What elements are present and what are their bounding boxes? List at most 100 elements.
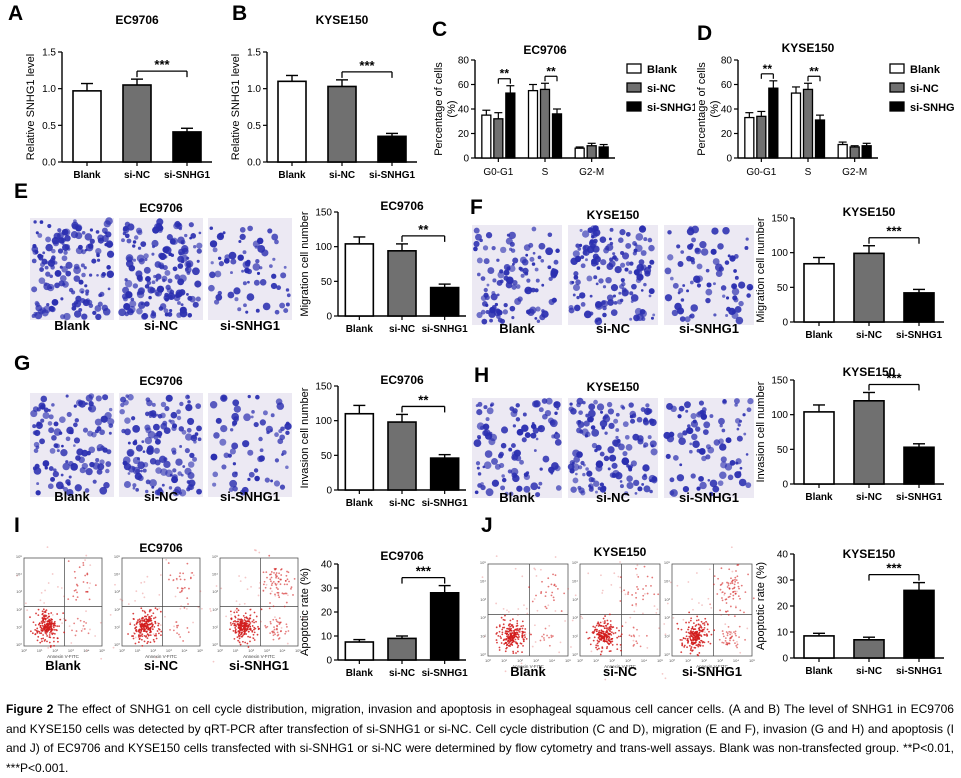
stained-cell (588, 403, 596, 411)
chart-c-ylabel-unit: (%) (446, 100, 458, 117)
flow-event (554, 556, 557, 558)
micrograph-e-si-nc (118, 218, 203, 320)
flow-event (251, 620, 254, 623)
flow-event (731, 570, 734, 573)
stained-cell (583, 310, 592, 319)
flow-event (52, 624, 55, 627)
stained-cell (489, 307, 495, 312)
flow-event (736, 575, 739, 578)
stained-cell (612, 255, 617, 260)
stained-cell (132, 240, 137, 244)
stained-cell (480, 484, 486, 491)
flow-event (43, 614, 46, 617)
flow-event (694, 641, 697, 643)
stained-cell (242, 440, 250, 448)
micrograph-f-si-nc (568, 225, 658, 326)
stained-cell (509, 305, 516, 312)
flow-event (687, 628, 689, 631)
flow-event (159, 574, 162, 576)
flow-event (192, 574, 195, 577)
flow-event (209, 607, 212, 610)
stained-cell (192, 301, 199, 308)
stained-cell (32, 424, 37, 429)
stained-cell (745, 482, 752, 489)
flow-event (74, 589, 77, 591)
flow-event (530, 633, 532, 636)
flow-event (40, 637, 43, 640)
legend-swatch-c-si-nc (626, 82, 642, 93)
flow-event (70, 642, 73, 644)
flow-event (495, 633, 498, 635)
flow-event (698, 631, 701, 634)
flow-event (141, 619, 144, 622)
stained-cell (177, 255, 185, 263)
flow-event (141, 644, 144, 647)
stained-cell (286, 293, 291, 298)
flow-event (608, 637, 610, 640)
stained-cell (521, 424, 529, 432)
flow-event (505, 647, 508, 650)
stained-cell (267, 228, 273, 234)
flow-event (605, 636, 608, 639)
flow-event (619, 576, 622, 579)
flow-event (697, 619, 700, 621)
stained-cell (609, 257, 614, 262)
flow-event (503, 626, 506, 629)
flow-event (94, 635, 97, 637)
flow-event (280, 574, 283, 576)
flow-event (680, 628, 683, 631)
stained-cell (35, 490, 41, 496)
flow-event (619, 561, 621, 563)
flow-event (693, 634, 696, 637)
flow-ytick-label: 10¹ (114, 624, 120, 629)
flow-event (141, 617, 143, 620)
flow-event (688, 611, 691, 614)
flow-event (285, 592, 288, 595)
stained-cell (625, 242, 632, 249)
chart-h-xtick-label: si-NC (856, 492, 882, 503)
stained-cell (648, 288, 655, 295)
stained-cell (485, 488, 494, 497)
stained-cell (259, 278, 267, 286)
flow-event (45, 609, 48, 611)
flow-event (639, 645, 642, 648)
chart-d-xtick-label: S (805, 167, 812, 178)
stained-cell (630, 460, 637, 467)
flow-event (513, 629, 516, 632)
stained-cell (583, 245, 587, 250)
micrograph-f-background (568, 225, 658, 325)
flow-plot-frame (23, 557, 103, 647)
flow-event (215, 585, 218, 587)
legend-label-c-si-snhg1: si-SNHG1 (647, 102, 695, 114)
stained-cell (194, 432, 199, 436)
flow-event (736, 643, 739, 646)
flow-event (510, 625, 513, 627)
stained-cell (270, 429, 273, 432)
stained-cell (610, 284, 619, 292)
bar-f-si-snhg1 (903, 292, 935, 323)
flow-event (286, 570, 288, 573)
flow-event (628, 634, 631, 637)
stained-cell (593, 399, 598, 405)
flow-event (692, 628, 695, 631)
flow-event (513, 636, 516, 639)
flow-event (624, 593, 627, 596)
stained-cell (231, 471, 238, 478)
stained-cell (187, 461, 195, 468)
stained-cell (743, 432, 747, 436)
stained-cell (523, 485, 531, 493)
stained-cell (742, 413, 746, 417)
stained-cell (239, 233, 246, 240)
stained-cell (97, 301, 103, 307)
stained-cell (101, 227, 108, 234)
stained-cell (281, 450, 287, 455)
flow-event (504, 614, 506, 617)
flow-event (238, 575, 240, 577)
flow-event (619, 635, 622, 638)
stained-cell (745, 237, 749, 241)
flow-event (531, 600, 534, 603)
flow-event (707, 641, 710, 643)
sig-label-j: *** (886, 561, 902, 576)
flow-event (548, 624, 551, 627)
stained-cell (516, 428, 524, 436)
